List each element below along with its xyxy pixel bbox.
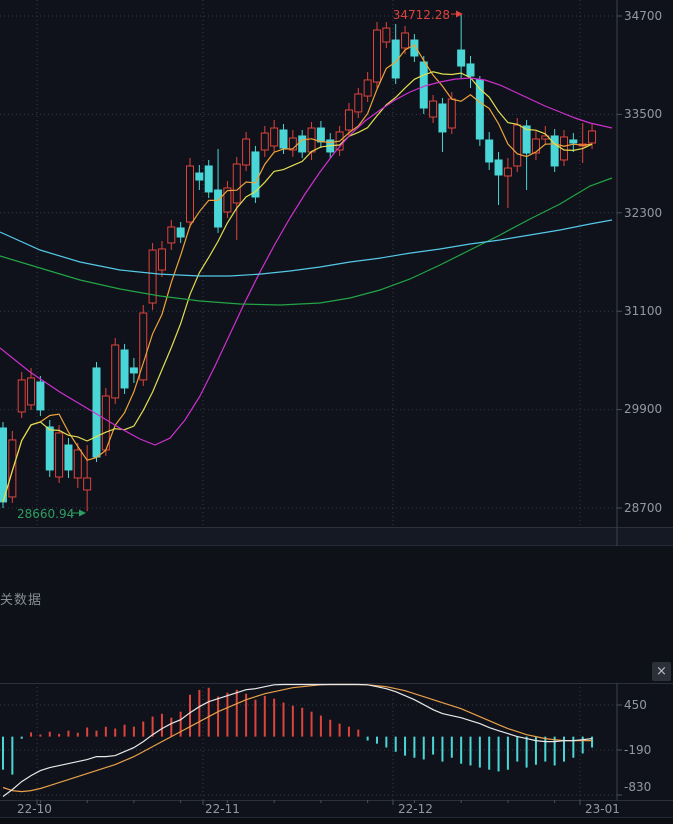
candle-body [270,127,279,147]
low-price-annotation: 28660.94 [17,507,74,521]
candle-body [363,79,372,97]
candle-body [214,189,223,228]
y-axis-label: 32300 [624,206,662,220]
candle-body [354,93,363,113]
panel-divider-band [0,527,673,546]
high-annotation-arrow-icon [456,10,463,18]
macd-dif-line [2,683,593,797]
ma20-line [0,77,613,446]
y-axis-label: 31100 [624,304,662,318]
candle-body [148,249,157,304]
candle-body [401,32,410,49]
candle-body [560,136,568,161]
candle-body [279,129,288,149]
candle-body [45,426,54,471]
candle-body [457,49,466,67]
x-axis-label: 22-12 [398,802,433,816]
candle-body [429,100,438,118]
ma5-line [2,44,593,503]
x-axis-label: 22-11 [205,802,240,816]
candle-body [447,98,456,129]
candle-body [438,103,447,133]
candle-body [260,132,269,151]
candle-body [475,79,484,140]
macd-axis-label: -830 [624,780,651,794]
y-axis-label: 28700 [624,501,662,515]
candle-body [232,163,241,204]
candle-body [410,39,419,57]
candle-body [550,135,559,167]
candle-body [588,130,597,144]
x-axis-label: 22-10 [17,802,52,816]
candle-body [186,165,194,223]
candle-body [288,137,297,151]
ma10-line [2,71,593,503]
candle-body [251,151,260,198]
ma120-line [0,219,613,277]
macd-panel-bottom-border [0,800,673,801]
ma60-line [0,177,613,306]
high-price-annotation: 34712.28 [393,8,450,22]
candle-body [120,349,129,389]
bottom-strip [0,817,673,824]
candle-body [17,379,26,413]
candle-body [391,39,400,79]
macd-dea-line [2,683,592,793]
candle-body [157,248,166,271]
candle-body [8,439,17,498]
candle-body [316,127,325,143]
y-axis-label: 33500 [624,107,662,121]
y-axis-label: 34700 [624,9,662,23]
candle-body [176,227,185,238]
candle-body [139,312,148,381]
candle-body [466,63,475,77]
candle-body [204,165,213,193]
candle-body [419,61,428,109]
y-axis-label: 29900 [624,402,662,416]
candle-body [485,139,494,163]
candle-body [373,29,381,83]
candle-body [344,109,353,131]
candle-body [129,367,138,374]
macd-panel-top-border [0,683,673,684]
candle-body [111,344,120,399]
candle-body [298,135,307,153]
low-annotation-arrow-icon [79,509,86,517]
candle-body [242,138,251,166]
macd-axis-label: 450 [624,698,647,712]
macd-axis-label: -190 [624,743,651,757]
candle-body [36,381,45,411]
candle-body [569,139,578,144]
candle-body [382,27,391,43]
candle-body [503,167,512,177]
candle-body [83,477,92,491]
candle-body [223,187,232,213]
candle-body [513,124,522,167]
related-data-section [0,546,673,683]
candle-body [0,427,7,503]
candle-body [55,432,64,478]
candle-body [73,449,82,479]
candle-body [167,226,176,244]
candle-body [64,444,73,471]
candle-body [522,125,531,154]
candle-body [27,377,36,406]
close-icon[interactable]: × [652,662,671,681]
x-axis-label: 23-01 [585,802,620,816]
related-data-label: 关数据 [0,593,43,608]
candle-body [195,172,204,181]
candle-body [531,138,540,154]
candle-body [494,159,503,176]
